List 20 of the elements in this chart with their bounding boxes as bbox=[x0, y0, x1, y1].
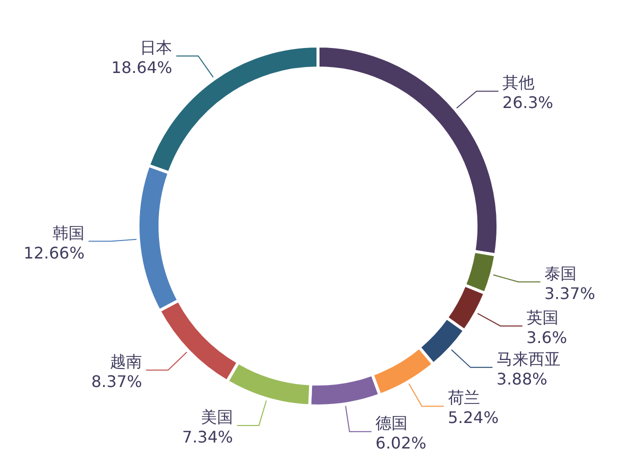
slice-label: 越南 bbox=[110, 352, 142, 372]
data-label: 3.37% bbox=[544, 284, 596, 303]
data-label: 8.37% bbox=[91, 372, 142, 392]
slice-label: 德国 bbox=[376, 414, 408, 433]
data-label: 26.3% bbox=[502, 93, 554, 112]
data-label: 3.6% bbox=[526, 328, 568, 347]
slice-label: 韩国 bbox=[52, 223, 85, 242]
data-label: 3.88% bbox=[496, 369, 548, 388]
slice-label: 日本 bbox=[140, 38, 172, 57]
slice-label: 英国 bbox=[526, 308, 558, 327]
slice-label: 其他 bbox=[502, 73, 534, 92]
data-label: 5.24% bbox=[448, 408, 499, 428]
slice-label: 泰国 bbox=[544, 264, 576, 283]
data-label: 6.02% bbox=[376, 434, 426, 453]
slice-label: 马来西亚 bbox=[496, 349, 561, 368]
data-label: 7.34% bbox=[182, 427, 233, 446]
slice-label: 荷兰 bbox=[448, 388, 480, 408]
data-label: 12.66% bbox=[24, 243, 85, 262]
data-label: 18.64% bbox=[111, 58, 172, 77]
slice-label: 美国 bbox=[200, 407, 233, 426]
